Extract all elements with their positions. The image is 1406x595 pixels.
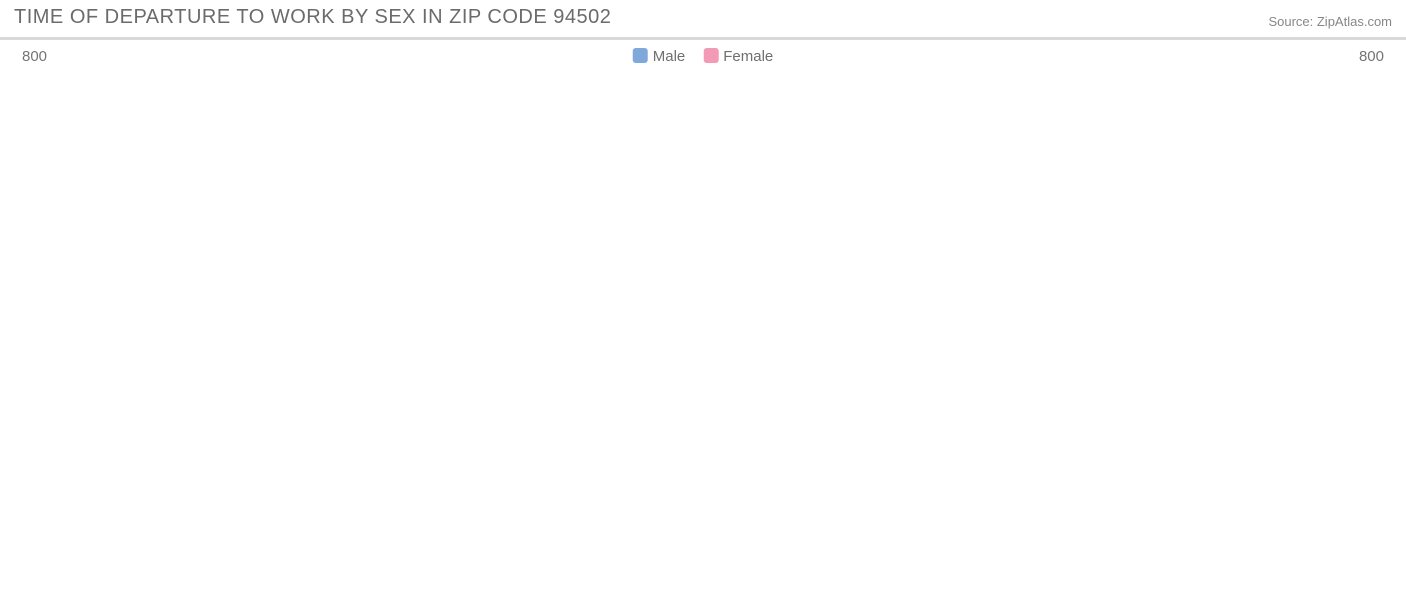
chart-footer: 800 800 Male Female <box>0 44 1406 74</box>
axis-left-max: 800 <box>22 48 47 65</box>
legend-female-swatch <box>703 48 718 63</box>
chart-source: Source: ZipAtlas.com <box>1268 14 1392 29</box>
chart-title: TIME OF DEPARTURE TO WORK BY SEX IN ZIP … <box>14 6 611 29</box>
legend-female-label: Female <box>723 48 773 65</box>
chart-header: TIME OF DEPARTURE TO WORK BY SEX IN ZIP … <box>0 0 1406 40</box>
axis-right-max: 800 <box>1359 48 1384 65</box>
legend-male: Male <box>633 48 686 65</box>
legend-female: Female <box>703 48 773 65</box>
legend: Male Female <box>633 48 774 65</box>
legend-male-label: Male <box>653 48 686 65</box>
legend-male-swatch <box>633 48 648 63</box>
